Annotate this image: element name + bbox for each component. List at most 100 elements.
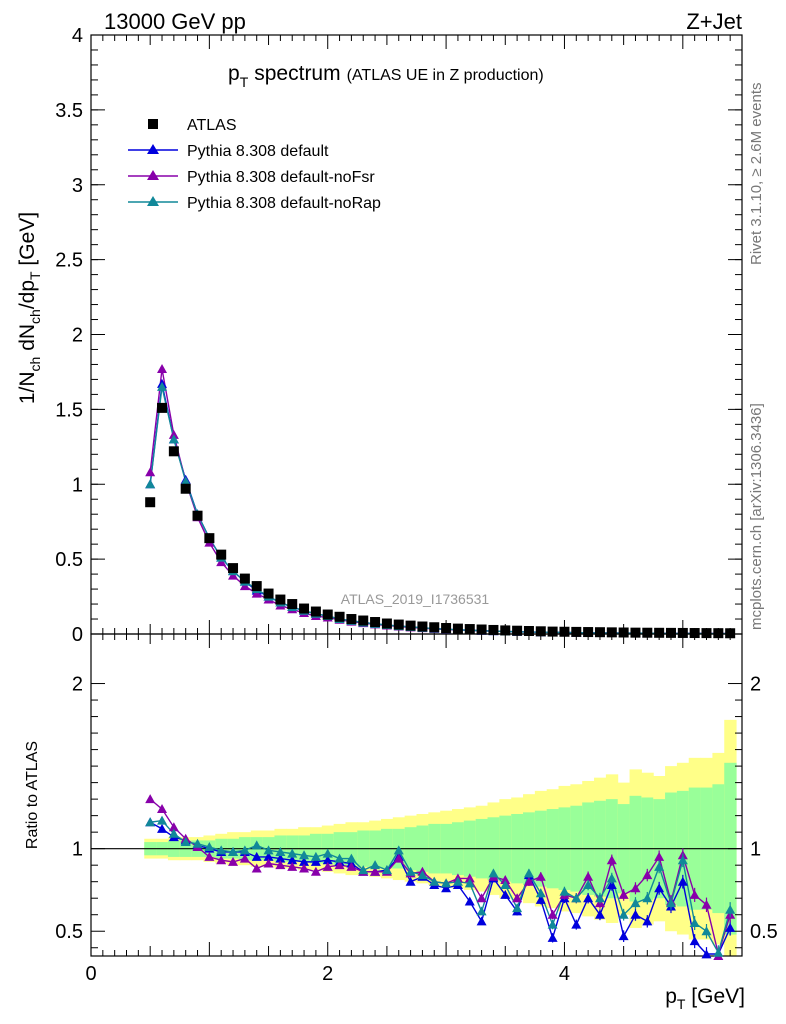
main-point-atlas [168,446,179,457]
ratio-point-norap [393,845,404,855]
ratio-point-default [464,896,475,906]
ratio-point-nofsr [322,861,333,871]
ratio-point-norap [381,865,392,875]
ratio-point-default [476,916,487,926]
main-point-atlas [417,621,428,632]
ratio-point-nofsr [689,889,700,899]
main-point-atlas [180,483,191,494]
ratio-point-nofsr [287,861,298,871]
legend-entry-atlas: ATLAS [148,117,237,134]
ratio-point-default [689,936,700,946]
ratio-point-nofsr [204,851,215,861]
x-tick-label: 0 [85,963,96,985]
ratio-point-default [500,889,511,899]
ratio-point-default [630,909,641,919]
main-point-atlas [299,603,310,614]
main-y-tick-label: 1.5 [55,399,83,421]
main-point-atlas [275,594,286,605]
main-point-atlas [689,628,700,639]
main-point-atlas [725,628,736,639]
ratio-point-norap [547,919,558,929]
legend-marker-default [147,144,159,154]
main-point-atlas [583,627,594,638]
ratio-point-norap [713,947,724,957]
ratio-point-norap [535,888,546,898]
ratio-point-norap [583,879,594,889]
main-point-norap [157,381,168,391]
ratio-point-nofsr [275,860,286,870]
x-axis-label: pT [GeV] [665,985,745,1012]
main-point-atlas [606,627,617,638]
main-point-atlas [346,614,357,625]
header-left-label: 13000 GeV pp [104,9,246,34]
ratio-point-nofsr [464,873,475,883]
ratio-point-default [263,851,274,861]
legend-marker-atlas [148,119,158,129]
ratio-point-nofsr [606,855,617,865]
ratio-point-norap [523,868,534,878]
main-point-atlas [405,620,416,631]
main-point-atlas [381,618,392,629]
ratio-point-norap [441,878,452,888]
main-y-tick-label: 0 [72,624,83,646]
main-point-atlas [429,622,440,633]
main-point-atlas [535,626,546,637]
ratio-point-nofsr [523,876,534,886]
main-y-tick-label: 4 [72,25,83,47]
ratio-point-norap [701,926,712,936]
main-y-tick-label: 1 [72,474,83,496]
main-point-atlas [157,402,168,413]
main-point-norap [145,479,156,489]
ratio-point-norap [642,893,653,903]
analysis-watermark: ATLAS_2019_I1736531 [341,591,490,607]
ratio-point-norap [157,815,168,825]
title-sub: T [240,74,249,90]
ratio-point-norap [251,840,262,850]
main-point-atlas [452,623,463,634]
main-point-atlas [322,609,333,620]
main-point-atlas [713,628,724,639]
mcplots-label: mcplots.cern.ch [arXiv:1306.3436] [748,403,765,630]
ratio-point-default [547,932,558,942]
ratio-point-nofsr [168,822,179,832]
ratio-point-default [594,909,605,919]
ratio-point-norap [346,853,357,863]
main-point-atlas [594,627,605,638]
ratio-point-default [654,883,665,893]
chart-title: pT spectrum (ATLAS UE in Z production) [228,62,544,90]
main-point-atlas [523,626,534,637]
ratio-point-default [618,931,629,941]
ratio-point-nofsr [535,871,546,881]
ratio-point-norap [725,904,736,914]
ratio-point-default [583,893,594,903]
ratio-point-nofsr [145,794,156,804]
ratio-point-norap [630,898,641,908]
ratio-frame [90,633,743,957]
ratio-y-axis-label: Ratio to ATLAS [24,741,41,849]
ratio-point-norap [665,898,676,908]
legend-marker-norap [147,196,159,206]
ratio-point-default [701,949,712,959]
ratio-y-tick-label: 0.5 [55,921,83,943]
ratio-point-nofsr [642,870,653,880]
ratio-point-norap [145,817,156,827]
ratio-point-nofsr [310,866,321,876]
main-point-atlas [192,510,203,521]
ratio-point-norap [512,903,523,913]
ratio-point-default [322,855,333,865]
main-point-atlas [618,627,629,638]
ratio-point-nofsr [228,856,239,866]
legend-entry-norap: Pythia 8.308 default-noRap [128,195,381,212]
ratio-y-tick-label-right: 1 [750,839,761,861]
ratio-point-norap [405,866,416,876]
ratio-point-default [287,855,298,865]
ratio-point-norap [594,893,605,903]
ratio-point-nofsr [393,853,404,863]
ratio-point-norap [228,846,239,856]
ratio-point-default [251,851,262,861]
main-point-atlas [642,627,653,638]
ratio-point-norap [275,846,286,856]
ratio-point-default [405,876,416,886]
main-point-atlas [464,624,475,635]
